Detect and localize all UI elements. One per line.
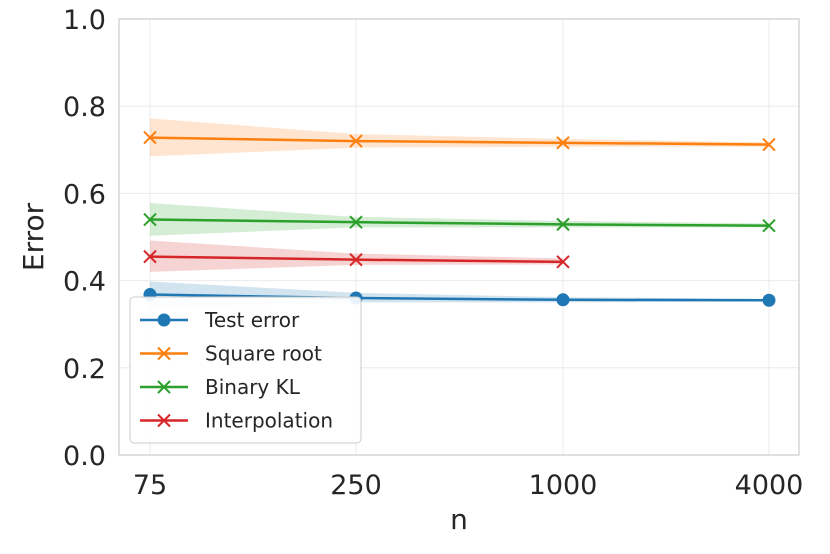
data-point	[349, 134, 363, 148]
data-point	[762, 293, 776, 307]
plot-frame	[118, 18, 800, 456]
y-tick-labels: 0.0 0.2 0.4 0.6 0.8 1.0	[63, 5, 106, 472]
legend-item: Binary KL	[140, 375, 301, 399]
y-axis-label: Error	[17, 202, 50, 271]
band-3	[150, 240, 563, 272]
data-point	[143, 130, 157, 145]
data-point	[762, 137, 776, 152]
y-tick-label: 0.8	[63, 92, 106, 123]
x-tick-label: 1000	[529, 470, 598, 501]
legend-box	[129, 296, 362, 444]
legend-item: Square root	[140, 342, 322, 366]
x-tick-label: 250	[330, 470, 382, 501]
series-line-1	[149, 136, 770, 146]
data-point	[556, 255, 570, 269]
legend-label: Square root	[205, 342, 322, 366]
legend-label: Binary KL	[205, 375, 301, 399]
data-point	[349, 215, 363, 229]
confidence-bands	[150, 118, 769, 308]
y-tick-label: 0.4	[63, 267, 106, 298]
legend-item: Interpolation	[140, 409, 333, 433]
band-1	[150, 118, 769, 157]
legend-label: Interpolation	[205, 409, 333, 433]
legend-item: Test error	[140, 308, 300, 332]
x-tick-label: 75	[133, 470, 167, 501]
x-axis-label: n	[450, 503, 468, 536]
data-point	[143, 212, 157, 227]
data-point	[762, 218, 776, 233]
data-point	[556, 217, 570, 232]
y-tick-label: 0.0	[63, 441, 106, 472]
series-line-0	[149, 293, 770, 302]
data-point	[556, 136, 570, 150]
series-line-2	[149, 218, 770, 227]
series-lines	[143, 130, 776, 307]
y-tick-label: 0.2	[63, 354, 106, 385]
legend-label: Test error	[204, 308, 300, 332]
y-tick-label: 1.0	[63, 5, 106, 36]
band-2	[150, 202, 769, 236]
data-point	[556, 293, 570, 307]
data-point	[349, 252, 363, 267]
data-point	[143, 249, 157, 264]
y-tick-label: 0.6	[63, 179, 106, 210]
x-tick-labels: 75 250 1000 4000	[133, 470, 804, 501]
legend: Test error Square root Binary KL Interpolat…	[129, 296, 362, 444]
x-tick-label: 4000	[735, 470, 804, 501]
